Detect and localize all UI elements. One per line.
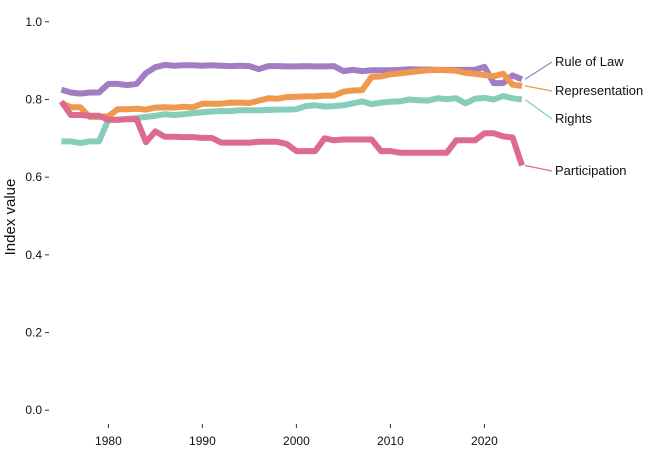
x-tick-label: 2000 <box>283 434 310 448</box>
series-lines <box>58 61 525 167</box>
series-labels: Rule of Law Representation Rights Participa… <box>524 54 643 178</box>
y-tick-label: 0.8 <box>25 92 42 106</box>
leader-line-rights <box>524 98 553 120</box>
y-tick-label: 1.0 <box>25 15 42 29</box>
x-axis: 1980 1990 2000 2010 2020 <box>95 424 498 448</box>
leader-line-participation <box>524 164 553 172</box>
series-label-participation: Participation <box>555 163 627 178</box>
x-tick-label: 2020 <box>471 434 498 448</box>
x-tick-label: 1980 <box>95 434 122 448</box>
x-tick-label: 2010 <box>377 434 404 448</box>
series-label-representation: Representation <box>555 83 643 98</box>
y-axis: 0.0 0.2 0.4 0.6 0.8 1.0 <box>25 15 49 417</box>
leader-line-rule-of-law <box>524 61 553 80</box>
series-label-rights: Rights <box>555 111 592 126</box>
series-label-rule-of-law: Rule of Law <box>555 54 624 69</box>
y-tick-label: 0.2 <box>25 326 42 340</box>
y-axis-title: Index value <box>2 179 19 256</box>
x-tick-label: 1990 <box>189 434 216 448</box>
series-line-participation <box>58 99 525 167</box>
y-tick-label: 0.6 <box>25 170 42 184</box>
series-line-representation <box>60 66 523 120</box>
y-tick-label: 0.4 <box>25 248 42 262</box>
y-tick-label: 0.0 <box>25 403 42 417</box>
leader-line-representation <box>524 85 553 92</box>
